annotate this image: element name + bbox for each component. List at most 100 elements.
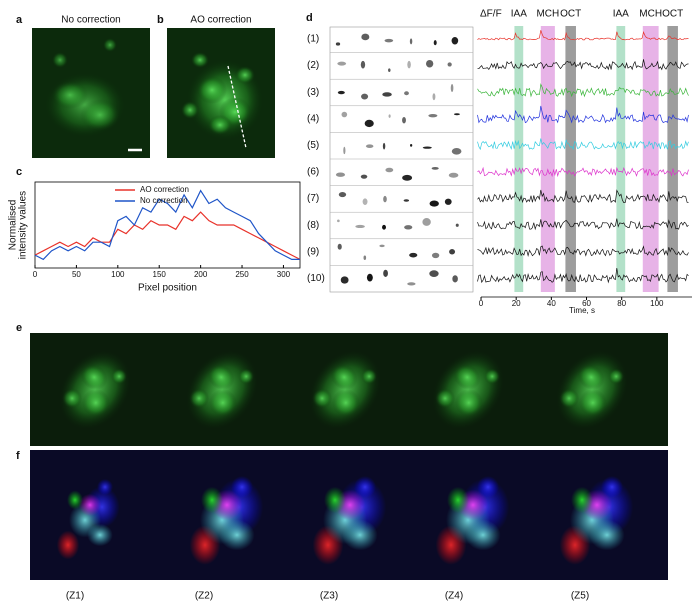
roi-speck: [409, 252, 418, 258]
roi-speck: [338, 192, 347, 198]
blob: [97, 479, 113, 495]
roi-speck: [431, 166, 439, 170]
stimulus-label: MCH: [536, 9, 559, 20]
stimulus-label: MCH: [639, 9, 662, 20]
roi-speck: [361, 93, 369, 100]
roi-speck: [335, 172, 346, 177]
row-label: (10): [307, 273, 325, 284]
blob: [342, 519, 378, 551]
roi-speck: [388, 114, 391, 118]
roi-speck: [451, 36, 459, 45]
roi-speck: [455, 223, 459, 227]
panel-label: c: [16, 166, 22, 178]
y-axis-label: intensity values: [18, 191, 29, 259]
blob: [312, 388, 333, 409]
x-tick-label: 60: [582, 299, 591, 308]
roi-speck: [362, 198, 368, 205]
roi-speck: [388, 68, 391, 72]
roi-speck: [361, 33, 370, 41]
x-tick-label: 150: [153, 270, 167, 279]
profile-line: [227, 65, 247, 149]
series-line: [34, 211, 301, 260]
x-tick-label: 300: [277, 270, 291, 279]
blob: [331, 388, 360, 417]
stimulus-band: [565, 26, 576, 292]
stimulus-label: OCT: [560, 9, 581, 20]
x-tick-label: 20: [512, 299, 521, 308]
blob: [447, 486, 469, 514]
blob: [80, 99, 120, 131]
blob: [191, 52, 209, 68]
roi-speck: [431, 252, 440, 259]
blob: [231, 476, 253, 498]
roi-speck: [337, 90, 345, 95]
blob: [453, 364, 481, 390]
blob: [189, 388, 210, 409]
roi-speck: [448, 172, 459, 178]
row-label: (8): [307, 220, 319, 231]
roi-speck: [337, 243, 342, 250]
blob: [207, 364, 235, 390]
panel-label: a: [16, 14, 23, 26]
trace: [477, 245, 689, 257]
x-tick-label: 50: [72, 270, 81, 279]
blob: [601, 476, 623, 498]
stimulus-band: [642, 26, 659, 292]
blob: [361, 368, 378, 385]
roi-speck: [360, 60, 366, 69]
roi-speck: [403, 199, 410, 202]
roi-speck: [337, 61, 347, 66]
roi-speck: [337, 219, 340, 223]
row-label: (5): [307, 140, 319, 151]
blob: [52, 52, 68, 68]
row-label: (9): [307, 246, 319, 257]
roi-speck: [383, 195, 387, 203]
z-label: (Z1): [66, 591, 84, 602]
blob: [87, 523, 113, 547]
blob: [559, 388, 580, 409]
roi-speck: [340, 276, 349, 284]
panel-label: e: [16, 322, 22, 334]
blob: [484, 368, 501, 385]
blob: [67, 490, 83, 510]
trace: [477, 267, 689, 284]
roi-speck: [360, 174, 368, 179]
roi-speck: [382, 142, 386, 150]
blob: [78, 493, 102, 517]
roi-speck: [385, 167, 394, 173]
trace: [477, 218, 689, 231]
blob: [208, 388, 237, 417]
x-axis-label: Pixel position: [138, 283, 197, 294]
blob: [477, 476, 499, 498]
blob: [81, 388, 110, 417]
roi-speck: [404, 91, 409, 96]
blob: [465, 519, 501, 551]
row-label: (2): [307, 60, 319, 71]
roi-speck: [384, 38, 394, 43]
roi-speck: [402, 116, 406, 124]
roi-speck: [409, 38, 413, 45]
stimulus-band: [514, 26, 524, 292]
roi-speck: [355, 224, 365, 229]
blob: [62, 388, 83, 409]
roi-speck: [335, 42, 341, 46]
blob: [454, 388, 483, 417]
blob: [197, 76, 227, 104]
roi-speck: [343, 146, 346, 155]
row-label: (3): [307, 87, 319, 98]
x-tick-label: 40: [547, 299, 556, 308]
blob: [52, 81, 88, 109]
roi-speck: [444, 198, 452, 205]
blob: [235, 66, 255, 84]
roi-speck: [363, 255, 367, 260]
stimulus-band: [667, 26, 678, 292]
x-tick-label: 0: [33, 270, 38, 279]
row-label: (1): [307, 34, 319, 45]
blob: [219, 519, 255, 551]
roi-speck: [429, 200, 439, 207]
z-label: (Z3): [320, 591, 338, 602]
blob: [589, 519, 625, 551]
blob: [238, 368, 255, 385]
